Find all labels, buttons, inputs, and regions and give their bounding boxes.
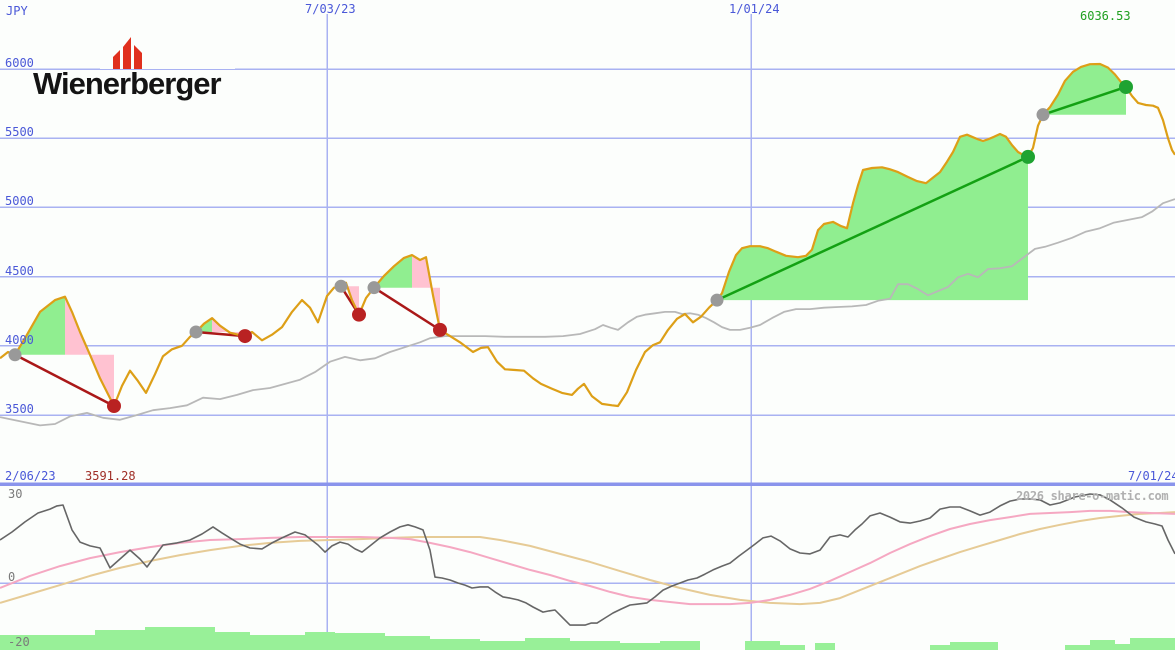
price-tick-label: 6000	[5, 56, 34, 70]
brand-logo	[100, 24, 235, 70]
price-tick-label: 5500	[5, 125, 34, 140]
price-tick-label: 4500	[5, 263, 34, 278]
start-date-label: 2/06/23	[5, 469, 56, 483]
currency-label: JPY	[6, 4, 28, 18]
brand-flame-icon	[113, 37, 142, 70]
brand-logo-text: Wienerberger	[33, 66, 222, 101]
price-tick-label: 5000	[5, 194, 34, 209]
price-tick-label: 3500	[5, 402, 34, 416]
watermark: 2026 share-o-matic.com	[1016, 489, 1169, 503]
oscillator-tick-label: 0	[8, 570, 16, 584]
date-tick-label: 7/03/23	[305, 2, 356, 16]
min-price-label: 3591.28	[85, 469, 136, 483]
max-price-label: 6036.53	[1080, 9, 1131, 23]
oscillator-tick-label: -20	[8, 635, 30, 650]
oscillator-tick-label: 30	[8, 486, 23, 501]
end-date-label: 7/01/24	[1128, 469, 1175, 483]
price-tick-label: 4000	[5, 332, 34, 347]
date-tick-label: 1/01/24	[729, 2, 780, 16]
